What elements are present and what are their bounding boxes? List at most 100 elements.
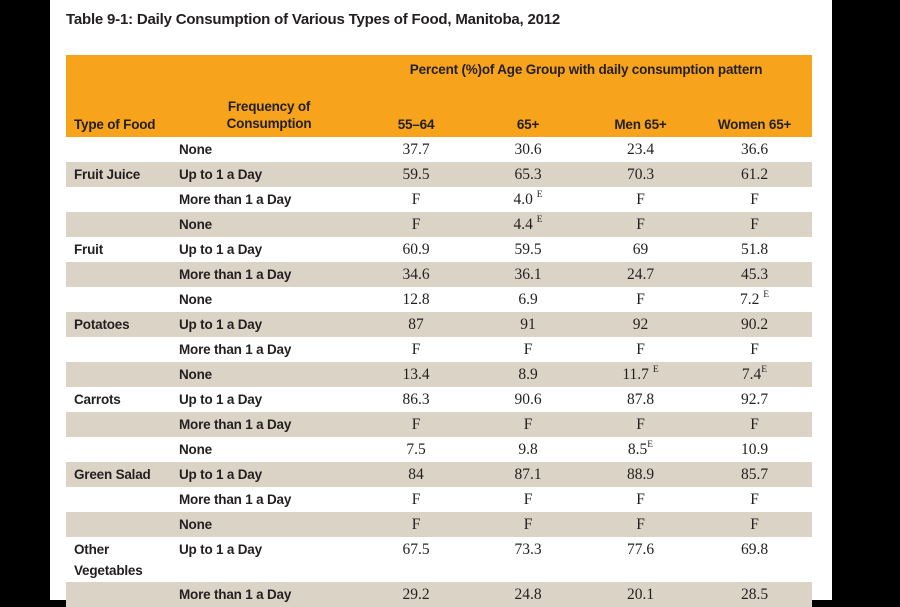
- value-cell: 36.6: [740, 141, 769, 158]
- value-cell: 6.9: [518, 291, 538, 308]
- food-cell: [66, 412, 178, 437]
- frequency-cell: More than 1 a Day: [179, 267, 292, 282]
- value-cell: 28.5: [740, 586, 769, 603]
- value-cell: F: [636, 216, 645, 233]
- frequency-cell: None: [179, 142, 212, 157]
- value-cell: F: [523, 491, 533, 508]
- table-row: None 37.7 30.6 23.4 36.6: [66, 137, 812, 162]
- value-cell: 92: [632, 316, 649, 333]
- value-cell: F: [750, 491, 759, 508]
- value-cell: 73.3: [514, 541, 542, 558]
- frequency-cell: None: [179, 367, 212, 382]
- header-frequency-of-consumption: Frequency of Consumption: [178, 55, 360, 137]
- value-cell: 90.2: [740, 316, 769, 333]
- table-row: Fruit Juice Up to 1 a Day 59.5 65.3 70.3 61.2: [66, 162, 813, 187]
- value-cell: 4.4 E: [513, 214, 543, 233]
- document-canvas: Table 9-1: Daily Consumption of Various …: [50, 0, 832, 607]
- value-cell: F: [411, 416, 421, 433]
- header-percent-span: Percent (%)of Age Group with daily consu…: [360, 55, 813, 99]
- food-consumption-table: Type of Food Frequency of Consumption Pe…: [66, 55, 813, 607]
- food-cell: [66, 487, 178, 512]
- table-row: None 13.4 8.9 11.7 E 7.4E: [66, 362, 813, 387]
- value-cell: F: [636, 416, 645, 433]
- value-cell: 85.7: [740, 466, 769, 483]
- table-row: Green Salad Up to 1 a Day 84 87.1 88.9 85.7: [66, 462, 813, 487]
- food-cell: [66, 187, 178, 212]
- value-cell: 12.8: [402, 291, 430, 308]
- table-row: More than 1 a Day 34.6 36.1 24.7 45.3: [66, 262, 813, 287]
- food-cell: Green Salad: [74, 467, 151, 482]
- food-cell: [66, 362, 178, 387]
- value-cell: 9.8: [518, 441, 538, 458]
- table-row: More than 1 a Day 29.2 24.8 20.1 28.5: [66, 582, 813, 607]
- value-cell: 70.3: [626, 166, 655, 183]
- header-col-65plus: 65+: [472, 99, 584, 137]
- frequency-cell: More than 1 a Day: [179, 587, 292, 602]
- table-row: More than 1 a Day F 4.0 E F F: [66, 187, 812, 212]
- value-cell: 59.5: [402, 166, 430, 183]
- frequency-cell: None: [179, 217, 212, 232]
- food-cell: [66, 582, 178, 607]
- frequency-cell: Up to 1 a Day: [179, 242, 262, 257]
- frequency-cell: More than 1 a Day: [179, 192, 292, 207]
- food-cell: [66, 512, 178, 537]
- value-cell: 65.3: [514, 166, 542, 183]
- value-cell: F: [523, 516, 533, 533]
- value-cell: 8.5E: [627, 439, 654, 458]
- value-cell: F: [411, 491, 421, 508]
- frequency-cell: None: [179, 292, 212, 307]
- value-cell: 90.6: [514, 391, 542, 408]
- value-cell: 87: [408, 316, 424, 333]
- value-cell: F: [523, 341, 533, 358]
- value-cell: 87.1: [514, 466, 542, 483]
- table-row: More than 1 a Day F F F F: [66, 337, 812, 362]
- food-cell: Carrots: [74, 392, 121, 407]
- value-cell: 87.8: [626, 391, 655, 408]
- frequency-cell: More than 1 a Day: [179, 342, 292, 357]
- frequency-cell: None: [179, 517, 212, 532]
- frequency-cell: More than 1 a Day: [179, 492, 292, 507]
- header-col-men-65plus: Men 65+: [584, 99, 697, 137]
- value-cell: 7.2 E: [739, 289, 770, 308]
- food-cell: [66, 337, 178, 362]
- value-cell: 36.1: [514, 266, 542, 283]
- footnote-marker: E: [536, 189, 543, 200]
- value-cell: 7.5: [406, 441, 426, 458]
- value-cell: 69: [632, 241, 649, 258]
- food-cell: [66, 287, 178, 312]
- value-cell: 67.5: [402, 541, 430, 558]
- value-cell: 59.5: [514, 241, 542, 258]
- value-cell: F: [636, 291, 645, 308]
- value-cell: F: [636, 341, 645, 358]
- value-cell: F: [750, 516, 759, 533]
- value-cell: 24.8: [514, 586, 542, 603]
- value-cell: 30.6: [514, 141, 542, 158]
- value-cell: F: [411, 516, 421, 533]
- table-row: More than 1 a Day F F F F: [66, 412, 813, 437]
- footnote-marker: E: [536, 214, 543, 225]
- value-cell: F: [750, 341, 759, 358]
- food-cell: [66, 212, 178, 237]
- table-header: Type of Food Frequency of Consumption Pe…: [66, 55, 813, 137]
- frequency-cell: More than 1 a Day: [179, 417, 292, 432]
- header-frequency-line2: Consumption: [226, 116, 312, 131]
- value-cell: 23.4: [626, 141, 655, 158]
- food-cell: Other Vegetables: [74, 542, 143, 578]
- value-cell: F: [750, 191, 759, 208]
- food-cell: Fruit Juice: [74, 167, 141, 182]
- header-frequency-line1: Frequency of: [227, 99, 311, 114]
- value-cell: 60.9: [402, 241, 430, 258]
- table-row: Fruit Up to 1 a Day 60.9 59.5 69 51.8: [66, 237, 812, 262]
- table-row: None F F F F: [66, 512, 813, 537]
- value-cell: 51.8: [740, 241, 769, 258]
- food-cell: [66, 137, 178, 162]
- value-cell: F: [411, 341, 421, 358]
- value-cell: 34.6: [402, 266, 430, 283]
- header-col-women-65plus: Women 65+: [697, 99, 813, 137]
- header-type-of-food: Type of Food: [66, 55, 178, 137]
- value-cell: 24.7: [626, 266, 655, 283]
- footnote-marker: E: [761, 364, 768, 375]
- table-row: More than 1 a Day F F F F: [66, 487, 812, 512]
- value-cell: 77.6: [626, 541, 655, 558]
